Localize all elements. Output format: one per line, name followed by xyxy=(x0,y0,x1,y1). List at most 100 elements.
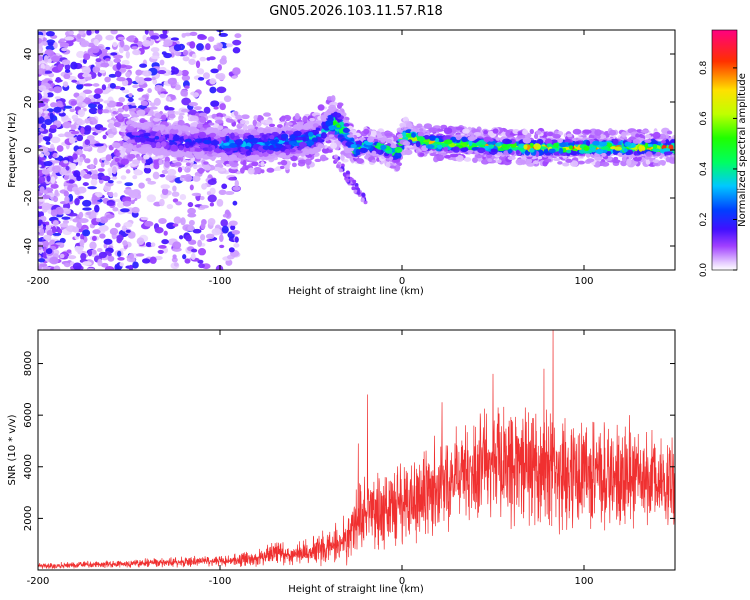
spectrogram-cell xyxy=(61,59,71,66)
spectrogram-cell xyxy=(394,164,401,172)
spectrogram-cell xyxy=(218,234,224,243)
spectrogram-cell xyxy=(276,124,283,129)
spectrogram-cell xyxy=(138,97,146,101)
spectrogram-cell xyxy=(203,106,211,114)
spectrogram-cell xyxy=(164,161,171,168)
spectrogram-cell xyxy=(38,102,46,107)
spectrogram-cell xyxy=(57,228,63,235)
spectrogram-cell xyxy=(38,48,42,55)
spectrogram-cell xyxy=(64,36,75,41)
spectrogram-cell xyxy=(188,219,195,226)
spectrogram-cell xyxy=(84,158,91,164)
spectrogram-cell xyxy=(46,229,53,237)
spectrogram-cell xyxy=(118,68,127,73)
spectrogram-cell xyxy=(38,85,47,92)
spectrogram-cell xyxy=(386,138,393,143)
spectrogram-cell xyxy=(56,145,64,152)
spectrogram-cell xyxy=(191,248,198,253)
spectrogram-cell xyxy=(53,265,61,270)
spectrogram-cell xyxy=(104,57,111,62)
spectrogram-cell xyxy=(51,160,61,164)
spectrogram-cell xyxy=(116,180,123,184)
spectrogram-cell xyxy=(124,182,134,187)
spectrogram-cell xyxy=(59,223,69,228)
spectrogram-cell xyxy=(188,58,196,65)
spectrogram-cell xyxy=(63,208,71,215)
spectrogram-cell xyxy=(428,127,438,133)
spectrogram-cell xyxy=(82,229,91,237)
spectrogram-cell xyxy=(92,83,100,87)
spectrogram-cell xyxy=(136,87,144,92)
spectrogram-cell xyxy=(232,200,238,206)
spectrogram-cell xyxy=(280,115,286,122)
spectrogram-cell xyxy=(174,84,182,91)
spectrogram-cell xyxy=(63,73,71,80)
spectrogram-cell xyxy=(82,173,92,179)
spectrogram-cell xyxy=(219,244,225,249)
spectrogram-cell xyxy=(231,75,238,79)
spectrogram-cell xyxy=(522,129,529,136)
spectrogram-cell xyxy=(63,190,69,197)
spectrogram-cell xyxy=(107,122,115,129)
spectrogram-cell xyxy=(234,33,242,39)
spectrogram-cell xyxy=(143,167,152,174)
spectrogram-cell xyxy=(220,219,228,227)
spectrogram-cell xyxy=(163,39,173,47)
spectrogram-cell xyxy=(84,139,91,146)
spectrogram-cell xyxy=(74,189,80,195)
spectrogram-cell xyxy=(207,36,215,42)
spectrogram-cell xyxy=(80,252,87,261)
spectrogram-cell xyxy=(95,58,102,63)
spectrogram-cell xyxy=(153,97,161,106)
spectrogram-cell xyxy=(50,209,58,217)
spectrogram-cell xyxy=(97,103,104,110)
spectrogram-cell xyxy=(98,251,108,259)
spectrogram-cell xyxy=(240,167,245,174)
spectrogram-cell xyxy=(101,48,108,54)
spectrogram-cell xyxy=(105,46,111,50)
spectrogram-cell xyxy=(279,165,285,170)
spectrogram-cell xyxy=(205,233,215,240)
spectrogram-cell xyxy=(207,194,217,203)
spectrogram-cell xyxy=(160,184,171,190)
spectrogram-cell xyxy=(170,37,179,41)
spectrogram-cell xyxy=(198,112,208,117)
spectrogram-cell xyxy=(112,166,117,175)
spectrogram-cell xyxy=(46,92,54,98)
spectrogram-cell xyxy=(76,175,82,182)
spectrogram-cell xyxy=(177,119,185,127)
spectrogram-cell xyxy=(566,133,573,138)
spectrogram-cell xyxy=(121,113,131,118)
spectrogram-cell xyxy=(105,154,112,162)
spectrogram-cell xyxy=(43,92,48,98)
spectrogram-cell xyxy=(120,175,127,180)
spectrogram-cell xyxy=(201,183,208,190)
spectrogram-cell xyxy=(268,123,276,128)
spectrogram-cell xyxy=(216,86,227,94)
spectrogram-cell xyxy=(185,162,191,167)
spectrogram-cell xyxy=(217,64,222,71)
spectrogram-cell xyxy=(116,201,125,209)
spectrogram-cell xyxy=(126,257,136,263)
spectrogram-cell xyxy=(83,83,93,87)
spectrogram-cell xyxy=(385,161,391,168)
spectrogram-cell xyxy=(356,158,364,164)
spectrogram-cell xyxy=(70,61,78,70)
spectrogram-cell xyxy=(188,101,199,107)
spectrogram-cell xyxy=(181,97,191,106)
spectrogram-cell xyxy=(87,116,96,122)
spectrogram-cell xyxy=(49,124,58,130)
spectrogram-cell xyxy=(151,77,156,81)
spectrogram-cell xyxy=(569,160,579,167)
spectrogram-cell xyxy=(104,265,115,270)
spectrogram-cell xyxy=(127,153,136,159)
spectrogram-cell xyxy=(82,126,91,135)
spectrogram-cell xyxy=(337,134,344,138)
spectrogram-cell xyxy=(158,33,168,39)
spectrogram-cell xyxy=(179,194,187,201)
spectrogram-cell xyxy=(487,130,495,137)
spectrogram-cell xyxy=(114,222,121,228)
spectrogram-cell xyxy=(74,197,80,206)
spectrogram-cell xyxy=(535,130,542,135)
spectrogram-cell xyxy=(113,192,118,198)
